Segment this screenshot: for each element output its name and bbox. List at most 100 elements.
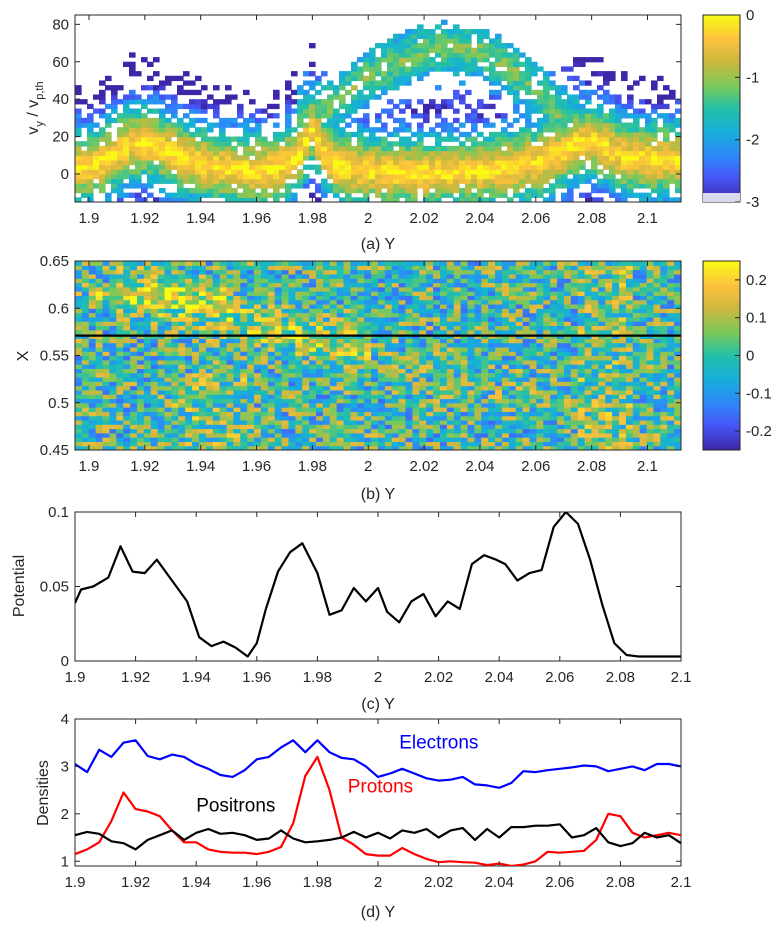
b-heatmap-cell (157, 312, 166, 318)
b-heatmap-cell (426, 372, 434, 378)
b-heatmap-cell (453, 316, 462, 322)
a-heatmap-cell (189, 173, 196, 180)
a-heatmap-cell (141, 150, 148, 156)
b-heatmap-cell (357, 312, 365, 318)
b-heatmap-cell (109, 342, 117, 348)
b-heatmap-cell (150, 321, 159, 327)
a-heatmap-cell (345, 141, 352, 147)
b-heatmap-cell (198, 389, 207, 395)
b-heatmap-cell (157, 308, 166, 314)
b-heatmap-cell (350, 445, 358, 450)
a-heatmap-cell (579, 141, 586, 147)
a-heatmap-cell (141, 159, 148, 166)
a-heatmap-cell (255, 150, 262, 156)
a-heatmap-cell (387, 192, 394, 198)
a-colorbar-floor (703, 193, 740, 202)
a-heatmap-cell (249, 113, 256, 119)
a-heatmap-cell (645, 164, 652, 170)
b-heatmap-cell (398, 359, 407, 365)
b-heatmap-cell (364, 355, 372, 361)
a-heatmap-cell (489, 145, 496, 152)
b-heatmap-cell (343, 351, 352, 357)
b-heatmap-cell (378, 316, 386, 322)
b-heatmap-cell (88, 308, 97, 314)
a-heatmap-cell (117, 117, 124, 124)
b-heatmap-cell (419, 364, 427, 369)
a-heatmap-cell (357, 117, 364, 124)
a-heatmap-cell (663, 85, 670, 91)
b-heatmap-cell (439, 428, 448, 434)
b-heatmap-cell (322, 432, 331, 438)
b-heatmap-cell (150, 342, 159, 348)
b-heatmap-cell (219, 437, 228, 443)
b-heatmap-cell (309, 273, 317, 279)
b-heatmap-cell (143, 372, 152, 378)
a-heatmap-cell (501, 141, 508, 147)
b-heatmap-cell (212, 411, 221, 417)
b-heatmap-cell (260, 346, 269, 352)
a-heatmap-cell (75, 169, 82, 175)
a-heatmap-cell (417, 164, 424, 170)
b-heatmap-cell (157, 372, 166, 378)
b-heatmap-cell (460, 411, 469, 417)
b-heatmap-cell (419, 407, 427, 412)
a-heatmap-cell (351, 103, 358, 110)
b-heatmap-cell (350, 291, 358, 296)
b-heatmap-cell (488, 381, 496, 387)
a-heatmap-cell (513, 52, 520, 58)
a-heatmap-cell (423, 183, 430, 189)
a-heatmap-cell (597, 136, 604, 142)
b-heatmap-cell (136, 321, 145, 327)
b-heatmap-cell (267, 437, 276, 443)
b-heatmap-cell (343, 428, 352, 434)
b-heatmap-cell (309, 321, 317, 327)
a-heatmap-cell (537, 192, 544, 198)
b-heatmap-cell (364, 407, 372, 412)
b-heatmap-cell (391, 424, 400, 430)
a-heatmap-cell (459, 192, 466, 198)
b-heatmap-cell (116, 385, 124, 391)
b-heatmap-cell (164, 346, 173, 352)
a-heatmap-cell (585, 150, 592, 156)
b-heatmap-cell (322, 415, 331, 421)
b-heatmap-cell (247, 437, 255, 443)
a-heatmap-cell (453, 136, 460, 142)
a-heatmap-cell (285, 141, 292, 147)
a-heatmap-cell (453, 183, 460, 189)
b-heatmap-cell (433, 312, 441, 318)
b-heatmap-cell (329, 359, 338, 365)
b-heatmap-cell (350, 329, 358, 335)
b-heatmap-cell (329, 325, 338, 331)
b-heatmap-cell (274, 437, 283, 443)
a-heatmap-cell (525, 122, 532, 128)
a-heatmap-cell (75, 173, 82, 180)
a-heatmap-cell (429, 61, 436, 68)
a-heatmap-cell (183, 71, 190, 77)
b-heatmap-cell (81, 359, 90, 365)
b-heatmap-cell (281, 364, 290, 369)
a-heatmap-cell (399, 47, 406, 53)
a-heatmap-cell (471, 61, 478, 68)
a-heatmap-cell (489, 197, 496, 202)
b-heatmap-cell (322, 329, 331, 335)
b-heatmap-cell (467, 364, 476, 369)
a-heatmap-cell (165, 173, 172, 180)
a-heatmap-cell (405, 183, 412, 189)
a-heatmap-cell (309, 136, 316, 142)
b-heatmap-cell (205, 381, 214, 387)
a-heatmap-cell (555, 127, 562, 133)
a-heatmap-cell (459, 164, 466, 170)
a-heatmap-cell (561, 113, 568, 119)
b-heatmap-cell (309, 342, 317, 348)
b-heatmap-cell (398, 411, 407, 417)
a-heatmap-cell (543, 122, 550, 128)
b-heatmap-cell (123, 329, 131, 335)
b-heatmap-cell (102, 278, 111, 284)
a-heatmap-cell (603, 150, 610, 156)
b-heatmap-cell (316, 415, 324, 421)
b-heatmap-cell (433, 394, 441, 400)
b-heatmap-cell (391, 286, 400, 292)
a-heatmap-cell (285, 99, 292, 105)
a-heatmap-cell (429, 33, 436, 39)
a-heatmap-cell (309, 117, 316, 124)
